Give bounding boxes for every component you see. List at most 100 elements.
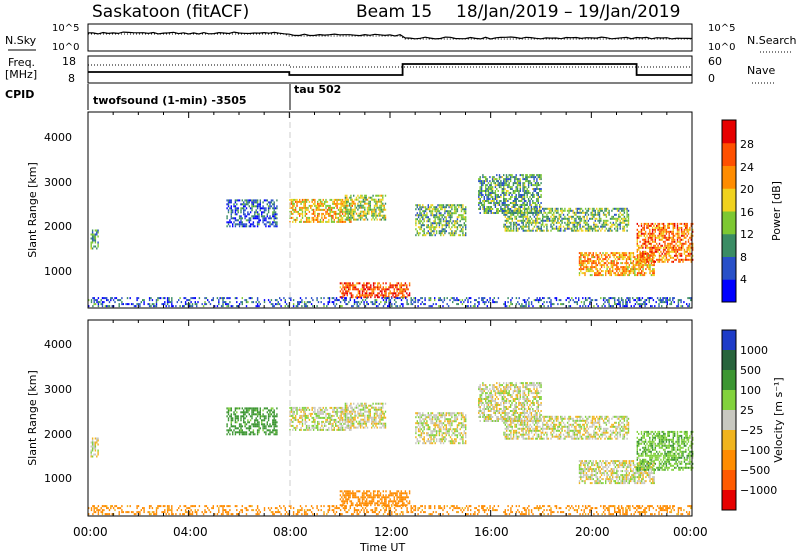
velocity-echo-cell	[251, 415, 253, 418]
power-echo-cell	[654, 250, 656, 253]
power-echo-cell	[613, 260, 615, 263]
velocity-echo-cell	[255, 413, 257, 416]
power-echo-cell	[423, 218, 425, 221]
power-echo-cell	[515, 174, 517, 177]
velocity-echo-cell	[296, 424, 298, 427]
power-echo-cell	[685, 236, 687, 239]
power-echo-cell	[668, 238, 670, 241]
power-echo-cell	[245, 301, 248, 304]
power-echo-cell	[522, 223, 524, 226]
power-echo-cell	[434, 234, 436, 237]
power-echo-cell	[662, 250, 665, 253]
power-echo-cell	[273, 201, 275, 204]
power-echo-cell	[566, 223, 569, 226]
power-echo-cell	[532, 188, 534, 190]
power-echo-cell	[665, 228, 668, 231]
power-echo-cell	[608, 297, 610, 300]
power-echo-cell	[97, 229, 99, 232]
power-echo-cell	[356, 288, 358, 291]
power-echo-cell	[385, 294, 387, 297]
power-echo-cell	[460, 224, 463, 227]
power-bar-swatch	[722, 211, 736, 235]
power-echo-cell	[614, 268, 617, 271]
power-echo-cell	[258, 223, 260, 226]
power-echo-cell	[533, 176, 535, 179]
velocity-echo-cell	[91, 455, 94, 458]
power-echo-cell	[537, 299, 540, 302]
power-echo-cell	[515, 212, 517, 214]
power-echo-cell	[507, 206, 509, 208]
power-echo-cell	[585, 260, 588, 263]
power-echo-cell	[646, 258, 648, 261]
power-echo-cell	[465, 212, 467, 215]
power-echo-cell	[537, 192, 539, 194]
power-echo-cell	[407, 303, 410, 306]
power-echo-cell	[532, 305, 534, 308]
power-echo-cell	[533, 221, 536, 224]
power-echo-cell	[635, 260, 637, 263]
power-echo-cell	[441, 230, 443, 233]
noise-panel	[87, 23, 693, 52]
power-echo-cell	[515, 202, 517, 204]
power-echo-cell	[332, 200, 334, 203]
power-echo-cell	[339, 296, 342, 299]
power-echo-cell	[602, 297, 605, 300]
power-echo-cell	[486, 206, 488, 208]
power-echo-cell	[485, 190, 487, 192]
power-echo-cell	[505, 204, 508, 206]
velocity-echo-cell	[273, 409, 275, 412]
power-echo-cell	[658, 305, 660, 308]
power-echo-cell	[579, 305, 581, 308]
power-echo-cell	[243, 213, 245, 216]
power-echo-cell	[94, 299, 97, 302]
power-echo-cell	[636, 232, 638, 235]
power-echo-cell	[537, 211, 540, 214]
power-echo-cell	[346, 198, 348, 201]
power-echo-cell	[598, 227, 601, 230]
power-echo-cell	[379, 206, 381, 209]
power-echo-cell	[547, 211, 549, 214]
power-echo-cell	[504, 229, 506, 232]
power-echo-cell	[638, 236, 640, 239]
power-echo-cell	[325, 200, 327, 203]
power-echo-cell	[692, 246, 694, 249]
power-echo-cell	[657, 248, 659, 251]
velocity-echo-cell	[265, 407, 267, 410]
velocity-echo-cell	[263, 425, 266, 428]
power-echo-cell	[575, 211, 577, 214]
velocity-echo-cell	[234, 417, 237, 420]
power-echo-cell	[486, 212, 488, 214]
power-echo-cell	[687, 228, 690, 231]
power-echo-cell	[354, 284, 357, 287]
power-echo-cell	[628, 258, 630, 261]
power-echo-cell	[639, 234, 641, 237]
power-echo-cell	[661, 222, 663, 225]
power-echo-cell	[553, 217, 555, 220]
power-echo-cell	[524, 301, 526, 304]
power-echo-cell	[90, 233, 92, 236]
power-echo-cell	[427, 216, 429, 219]
power-echo-cell	[193, 297, 195, 300]
power-echo-cell	[395, 301, 397, 304]
power-echo-cell	[533, 188, 535, 190]
power-echo-cell	[621, 262, 624, 265]
power-echo-cell	[649, 236, 651, 239]
power-echo-cell	[620, 217, 623, 220]
power-echo-cell	[624, 262, 626, 265]
power-echo-cell	[90, 299, 93, 302]
power-echo-cell	[551, 221, 554, 224]
power-echo-cell	[639, 266, 642, 269]
power-tick-8: 8	[740, 251, 747, 264]
power-echo-cell	[485, 212, 487, 214]
power-echo-cell	[517, 213, 519, 216]
power-echo-cell	[498, 196, 501, 198]
power-echo-cell	[353, 218, 355, 221]
power-echo-cell	[580, 264, 582, 267]
velocity-echo-cell	[310, 414, 312, 417]
power-echo-cell	[244, 225, 246, 228]
power-echo-cell	[232, 211, 234, 214]
power-echo-cell	[230, 205, 232, 208]
power-echo-cell	[625, 303, 627, 306]
power-echo-cell	[449, 218, 452, 221]
power-echo-cell	[348, 212, 351, 215]
